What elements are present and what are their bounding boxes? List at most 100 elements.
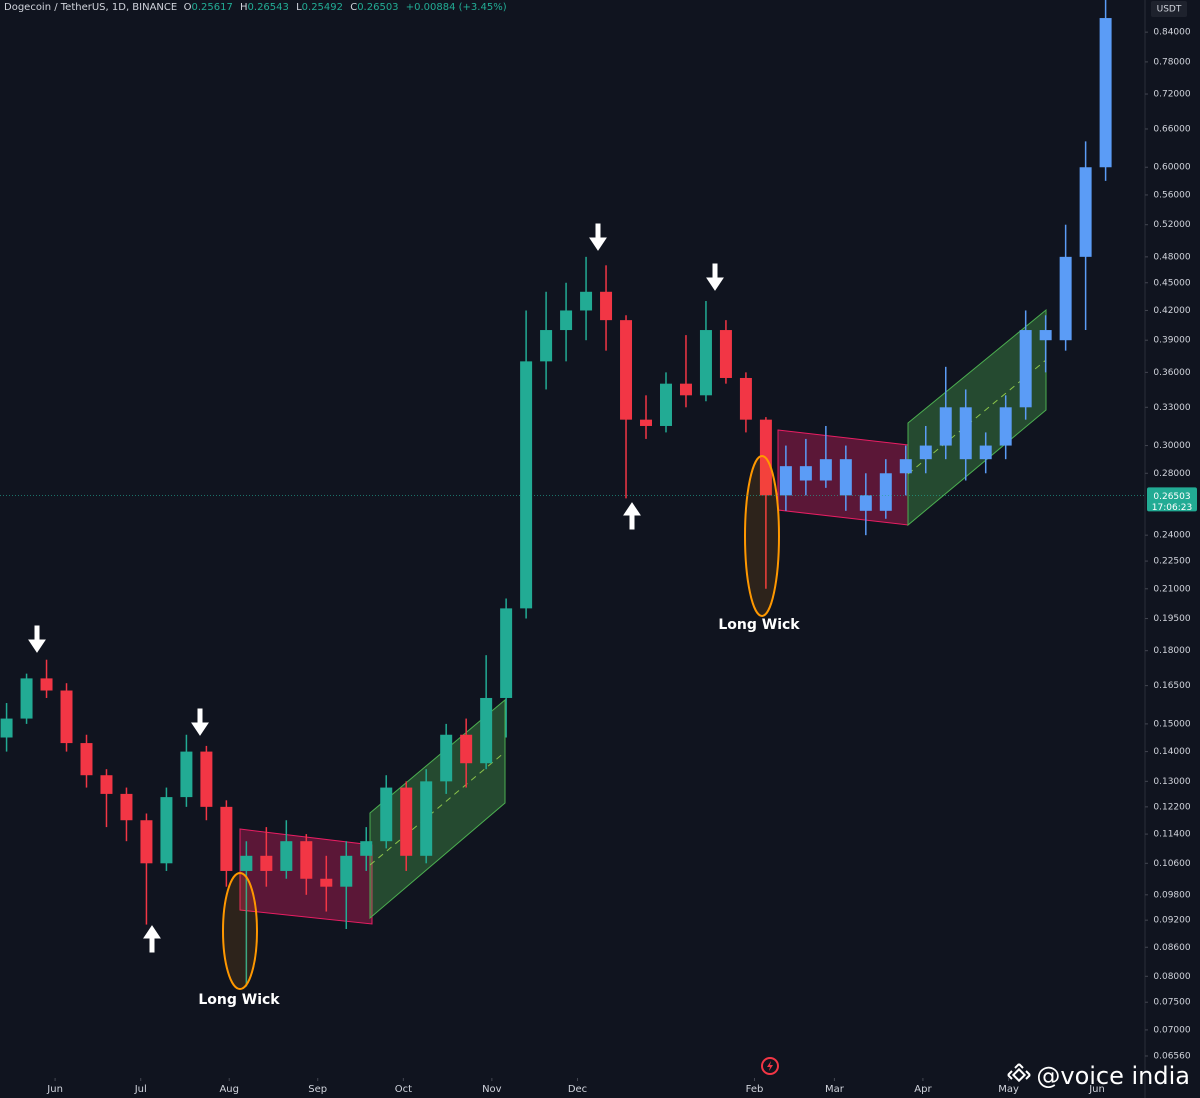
y-tick-label: 0.36000 <box>1153 368 1190 378</box>
candle-body <box>260 855 273 871</box>
x-tick-label: Sep <box>308 1084 327 1095</box>
candle-body <box>699 330 712 396</box>
x-tick-label: Mar <box>825 1084 845 1095</box>
annotation: Long Wick <box>198 992 280 1008</box>
x-tick-label: Apr <box>914 1084 932 1095</box>
channel-midline <box>369 751 506 866</box>
candle-body <box>620 320 633 420</box>
symbol: Dogecoin / TetherUS, 1D, BINANCE <box>4 2 178 13</box>
y-tick-label: 0.18000 <box>1153 646 1190 656</box>
candle-body <box>40 678 53 691</box>
candle-body <box>580 291 593 311</box>
candle-body <box>739 377 752 420</box>
y-tick-label: 0.33000 <box>1153 403 1190 413</box>
low-value: 0.25492 <box>301 2 344 13</box>
channel-midline <box>907 359 1047 475</box>
candle-body <box>1059 256 1072 341</box>
candle-body <box>679 383 692 396</box>
annotations: Long Wick Long Wick <box>28 223 800 1075</box>
candle-body <box>719 330 732 378</box>
y-tick-label: 0.45000 <box>1153 278 1190 288</box>
candle-body <box>1079 167 1092 257</box>
candle-body <box>340 855 353 887</box>
candle-body <box>280 841 293 871</box>
y-tick-label: 0.22500 <box>1153 557 1190 567</box>
y-tick-label: 0.15000 <box>1153 719 1190 729</box>
y-tick-label: 0.19500 <box>1153 614 1190 624</box>
x-tick-label: Aug <box>219 1084 239 1095</box>
candle-body <box>140 820 153 864</box>
y-tick-label: 0.06560 <box>1153 1051 1190 1061</box>
down-arrow <box>28 625 46 653</box>
candle-body <box>959 407 972 460</box>
h-label: H <box>240 2 248 13</box>
x-tick-label: Jun <box>1088 1084 1105 1095</box>
candle-body <box>160 797 173 864</box>
candle-body <box>600 291 613 321</box>
candle-body <box>120 793 133 821</box>
candle-body <box>440 734 453 782</box>
y-tick-label: 0.39000 <box>1153 336 1190 346</box>
candle-body <box>839 459 852 496</box>
app-icon <box>761 1057 779 1075</box>
down-arrow <box>589 223 607 251</box>
y-tick-label: 0.28000 <box>1153 469 1190 479</box>
x-tick-label: Jun <box>46 1084 63 1095</box>
y-tick-label: 0.84000 <box>1153 28 1190 38</box>
candle-body <box>659 383 672 426</box>
candle-body <box>300 841 313 879</box>
y-tick-label: 0.56000 <box>1153 190 1190 200</box>
currency-label: USDT <box>1157 5 1182 15</box>
y-tick-label: 0.72000 <box>1153 90 1190 100</box>
c-label: C <box>350 2 358 13</box>
y-tick-label: 0.24000 <box>1153 531 1190 541</box>
y-tick-label: 0.11400 <box>1153 830 1190 840</box>
y-tick-label: 0.60000 <box>1153 163 1190 173</box>
candle-body <box>560 310 573 331</box>
candle-body <box>360 841 373 856</box>
high-value: 0.26543 <box>247 2 289 13</box>
candle-body <box>220 806 233 871</box>
o-label: O <box>183 2 192 13</box>
watermark: @voice india <box>1006 1062 1190 1090</box>
candle-body <box>460 734 473 764</box>
y-tick-label: 0.21000 <box>1153 584 1190 594</box>
candle-body <box>879 473 892 511</box>
y-tick-label: 0.16500 <box>1153 681 1190 691</box>
y-tick-label: 0.07500 <box>1153 998 1190 1008</box>
candle-body <box>899 459 912 474</box>
legend-header: Dogecoin / TetherUS, 1D, BINANCE O0.2561… <box>4 2 511 13</box>
candle-body <box>100 775 113 794</box>
candle-body <box>919 445 932 460</box>
watermark-text: @voice india <box>1036 1062 1190 1090</box>
highlight-ellipse <box>222 872 258 990</box>
x-tick-label: Jul <box>134 1084 147 1095</box>
annotation: Long Wick <box>718 617 800 633</box>
candle-body <box>979 445 992 460</box>
y-tick-label: 0.66000 <box>1153 124 1190 134</box>
candle-body <box>380 787 393 842</box>
y-tick-label: 0.10600 <box>1153 859 1190 869</box>
candle-body <box>939 407 952 446</box>
candle-body <box>200 751 213 807</box>
candle-body <box>60 690 73 744</box>
y-tick-label: 0.14000 <box>1153 747 1190 757</box>
candle-body <box>500 608 513 698</box>
y-tick-label: 0.78000 <box>1153 57 1190 67</box>
up-arrow <box>143 925 161 953</box>
x-tick-label: Feb <box>746 1084 764 1095</box>
close-value: 0.26503 <box>357 2 399 13</box>
candle-body <box>1099 18 1112 168</box>
l-label: L <box>296 2 302 13</box>
last-price-tag <box>1147 487 1197 512</box>
candle-body <box>400 787 413 856</box>
y-tick-label: 0.52000 <box>1153 220 1190 230</box>
candle-body <box>799 466 812 481</box>
y-tick-label: 0.13000 <box>1153 777 1190 787</box>
candle-body <box>1019 330 1032 408</box>
y-tick-label: 0.42000 <box>1153 306 1190 316</box>
y-tick-label: 0.12200 <box>1153 802 1190 812</box>
